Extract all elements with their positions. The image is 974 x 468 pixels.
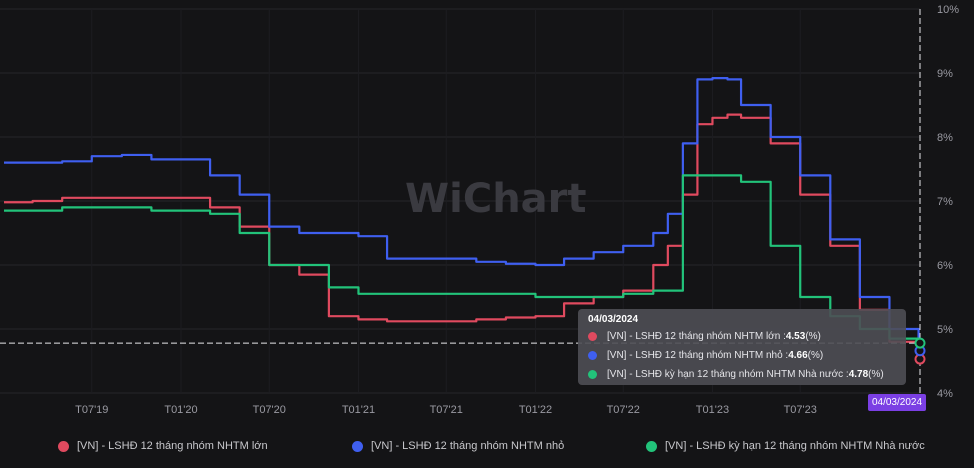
tooltip-row-large-banks: [VN] - LSHĐ 12 tháng nhóm NHTM lớn : 4.5…: [588, 331, 821, 342]
x-tick-label: T01'22: [519, 404, 552, 416]
legend-label: [VN] - LSHĐ 12 tháng nhóm NHTM nhỏ: [371, 440, 565, 452]
x-tick-label: T01'21: [342, 404, 375, 416]
tooltip-unit: (%): [868, 369, 884, 380]
series-layer: [4, 77, 920, 360]
series-dot-icon: [588, 351, 597, 360]
tooltip-row-small-banks: [VN] - LSHĐ 12 tháng nhóm NHTM nhỏ : 4.6…: [588, 350, 823, 361]
series-dot-icon: [588, 332, 597, 341]
tooltip-date: 04/03/2024: [588, 314, 639, 325]
tooltip-value: 4.53: [785, 331, 806, 342]
legend-dot-icon: [646, 440, 657, 452]
tooltip-value: 4.66: [788, 350, 808, 361]
legend-label: [VN] - LSHĐ kỳ hạn 12 tháng nhóm NHTM Nh…: [665, 440, 925, 452]
y-tick-label: 9%: [937, 68, 953, 80]
watermark: WiChart: [405, 176, 587, 222]
y-tick-label: 8%: [937, 132, 953, 144]
tooltip-label: [VN] - LSHĐ 12 tháng nhóm NHTM lớn :: [607, 331, 786, 342]
x-tick-label: T01'20: [164, 404, 197, 416]
hover-marker-3: [914, 337, 926, 349]
y-tick-label: 10%: [937, 4, 959, 16]
tooltip-label: [VN] - LSHĐ kỳ hạn 12 tháng nhóm NHTM Nh…: [607, 369, 849, 380]
series-line-3: [4, 174, 920, 344]
series-line-2: [4, 77, 920, 351]
tooltip-unit: (%): [805, 331, 821, 342]
tooltip-unit: (%): [807, 350, 824, 361]
y-tick-label: 4%: [937, 388, 953, 400]
x-axis-ticks: T07'19 T01'20 T07'20 T01'21 T07'21 T01'22 T07'…: [75, 404, 817, 416]
legend-dot-icon: [352, 440, 363, 452]
y-tick-label: 6%: [937, 260, 953, 272]
series-dot-icon: [588, 370, 597, 379]
x-tick-label: T07'19: [75, 404, 108, 416]
y-tick-label: 7%: [937, 196, 953, 208]
x-tick-label: T07'22: [607, 404, 640, 416]
tooltip-value: 4.78: [848, 369, 869, 380]
legend-dot-icon: [58, 440, 69, 452]
legend-item-large-banks[interactable]: [VN] - LSHĐ 12 tháng nhóm NHTM lớn: [58, 440, 268, 452]
x-tick-label: T01'23: [696, 404, 729, 416]
hover-markers: [914, 337, 926, 365]
tooltip: 04/03/2024 [VN] - LSHĐ 12 tháng nhóm NHT…: [578, 309, 906, 385]
legend-label: [VN] - LSHĐ 12 tháng nhóm NHTM lớn: [77, 440, 268, 452]
tooltip-label: [VN] - LSHĐ 12 tháng nhóm NHTM nhỏ :: [607, 350, 789, 361]
tooltip-row-state-banks: [VN] - LSHĐ kỳ hạn 12 tháng nhóm NHTM Nh…: [588, 369, 884, 380]
legend-item-state-banks[interactable]: [VN] - LSHĐ kỳ hạn 12 tháng nhóm NHTM Nh…: [646, 440, 925, 452]
x-tick-label: T07'23: [784, 404, 817, 416]
y-axis-ticks: 4% 5% 6% 7% 8% 9% 10%: [937, 4, 959, 400]
y-tick-label: 5%: [937, 324, 953, 336]
x-tick-label: T07'21: [430, 404, 463, 416]
legend-item-small-banks[interactable]: [VN] - LSHĐ 12 tháng nhóm NHTM nhỏ: [352, 440, 564, 452]
x-tick-label: T07'20: [253, 404, 286, 416]
crosshair-date-badge: 04/03/2024: [868, 394, 926, 411]
